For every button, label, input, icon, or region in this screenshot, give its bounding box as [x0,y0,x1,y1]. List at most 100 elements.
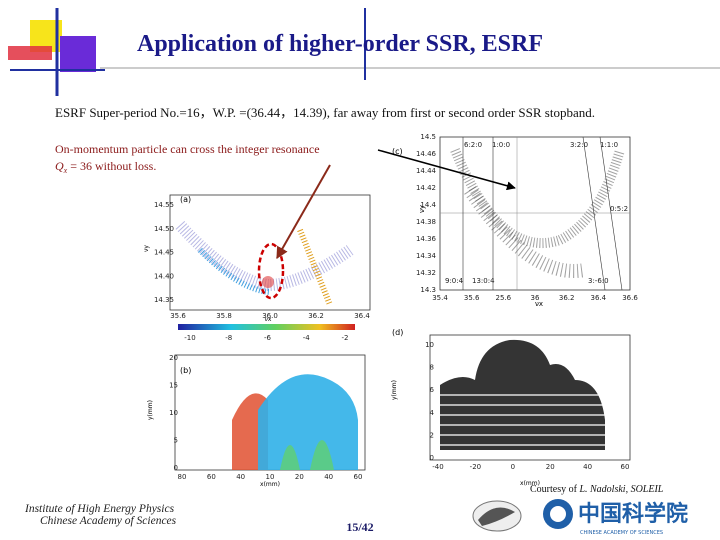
y-tick-label: 20 [169,354,178,362]
x-tick-label: 20 [295,473,304,481]
ihep-logo [472,500,522,532]
y-tick-label: 5 [174,437,178,445]
x-tick-label: 36 [531,294,540,302]
page-number: 15/42 [346,520,373,534]
y-tick-label: 2 [430,431,434,439]
highlight-ellipse [257,242,285,300]
resonance-label: 1:0:0 [492,141,510,149]
colorbar-label: -2 [342,334,349,342]
y-tick-label: 14.35 [154,296,174,304]
x-tick-label: -20 [470,463,481,471]
note-symbol: Q [55,159,64,173]
y-tick-label: 14.3 [420,286,436,294]
x-tick-label: 20 [546,463,555,471]
x-tick-label: 80 [178,473,187,481]
credit: Courtesy of L. Nadolski, SOLEIL [530,484,664,495]
y-tick-label: 0 [430,454,434,462]
credit-prefix: Courtesy of [530,484,579,495]
axis-label: νx [535,300,543,308]
panel-label: (c) [392,147,403,156]
y-tick-label: 14.40 [154,272,174,280]
y-tick-label: 15 [169,382,178,390]
y-tick-label: 8 [430,364,434,372]
resonance-label: 13:0:4 [472,277,495,285]
y-tick-label: 14.42 [416,184,436,192]
figure-b: (b) x(mm) y(mm) [147,354,366,488]
x-tick-label: 36.2 [308,312,324,320]
y-tick-label: 14.32 [416,269,436,277]
x-tick-label: 0 [511,463,515,471]
x-tick-label: 36.0 [262,312,278,320]
x-tick-label: 35.6 [464,294,480,302]
institute: Chinese Academy of Sciences [40,515,177,527]
x-tick-label: 35.4 [432,294,448,302]
x-tick-label: 35.6 [170,312,186,320]
arrow [276,164,331,260]
note-subscript: x [63,166,68,175]
x-tick-label: 36.4 [591,294,607,302]
resonance-label: 3:-6:0 [588,277,609,285]
axis-label: y(mm) [147,400,154,420]
axis-label: νy [418,205,426,213]
y-tick-label: 14.38 [416,218,436,226]
panel-label: (b) [180,366,191,375]
institute: Institute of High Energy Physics [24,503,175,515]
note: On-momentum particle can cross the integ… [55,142,320,156]
resonance-label: 9:0:4 [445,277,464,285]
x-tick-label: 40 [324,473,333,481]
x-tick-label: 36.2 [559,294,575,302]
arrow [377,149,516,191]
resonance-label: 0:5:2 [610,205,628,213]
y-tick-label: 14.44 [416,167,437,175]
y-tick-label: 10 [425,341,434,349]
deco-purple [60,36,96,72]
figure-d: (d) x(mm) y(mm) [391,328,631,487]
resonance-label: 3:2:0 [570,141,588,149]
y-tick-label: 14.34 [416,252,437,260]
x-tick-label: 10 [266,473,275,481]
axis-label: νy [143,245,150,252]
colorbar-label: -10 [184,334,195,342]
y-tick-label: 14.50 [154,225,174,233]
x-tick-label: 60 [621,463,630,471]
note: Qx = 36 without loss. [55,159,156,175]
note-rest: = 36 without loss. [67,159,156,173]
x-tick-label: -40 [432,463,443,471]
resonance-label: 1:1:0 [600,141,618,149]
y-tick-label: 10 [169,409,178,417]
axis-label: x(mm) [520,480,540,487]
x-tick-label: 40 [236,473,245,481]
colorbar-label: -4 [303,334,311,342]
y-tick-label: 14.45 [154,249,174,257]
x-tick-label: 35.8 [216,312,232,320]
y-tick-label: 14.5 [420,133,436,141]
y-tick-label: 4 [430,409,435,417]
x-tick-label: 40 [583,463,592,471]
y-tick-label: 14.46 [416,150,437,158]
y-tick-label: 14.36 [416,235,437,243]
x-tick-label: 36.6 [622,294,638,302]
title: Application of higher-order SSR, ESRF [137,31,543,57]
cas-logo-text: 中国科学院 [578,501,688,527]
colorbar-label: -8 [225,334,232,342]
x-tick-label: 60 [354,473,363,481]
resonance-label: 6:2:0 [464,141,482,149]
panel-label: (a) [180,195,191,204]
cas-logo: 中国科学院 CHINESE ACADEMY OF SCIENCES [543,499,688,536]
deco-red [8,46,52,60]
summary: ESRF Super-period No.=16，W.P. =(36.44，14… [55,105,595,120]
figure-a: (a) νx νy [143,194,371,330]
y-tick-label: 14.55 [154,201,174,209]
y-tick-label: 14.4 [420,201,436,209]
y-tick-label: 6 [430,386,435,394]
y-tick-label: 0 [174,464,178,472]
credit-name: L. Nadolski, SOLEIL [578,484,663,495]
axis-label: y(mm) [391,380,398,400]
axis-label: νx [265,316,272,323]
axis-label: x(mm) [260,481,280,488]
x-tick-label: 60 [207,473,216,481]
colorbar-label: -6 [264,334,272,342]
x-tick-label: 36.4 [354,312,370,320]
panel-label: (d) [392,328,403,337]
